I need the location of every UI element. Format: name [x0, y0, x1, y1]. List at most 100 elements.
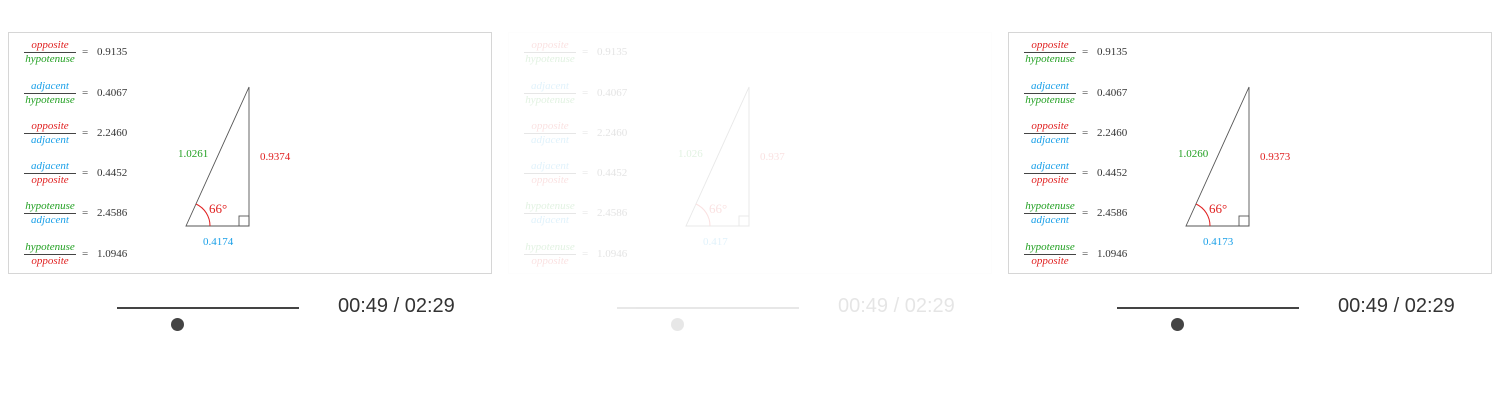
triangle-shape [1185, 86, 1250, 227]
ratio-denominator: adjacent [531, 214, 569, 226]
equals-sign: = [1082, 207, 1089, 219]
right-triangle-diagram: 66° 1.0260 0.9373 0.4173 [1178, 86, 1291, 248]
opposite-length: 0.9373 [1260, 151, 1291, 163]
equals-sign: = [1082, 248, 1089, 260]
equals-sign: = [582, 46, 589, 58]
ratio-denominator: opposite [31, 174, 69, 186]
hypotenuse-length: 1.026 [678, 148, 703, 160]
ratio-numerator: adjacent [524, 80, 576, 94]
time-display: 00:49 / 02:29 [1338, 295, 1455, 317]
ratio-value: 0.4067 [1097, 87, 1128, 99]
equals-sign: = [1082, 167, 1089, 179]
angle-label: 66° [209, 201, 227, 216]
angle-arc [695, 203, 711, 227]
ratio-numerator: opposite [24, 120, 76, 134]
ratio-value: 0.9135 [597, 46, 628, 58]
ratio-denominator: hypotenuse [525, 94, 575, 106]
ratio-value: 2.2460 [1097, 127, 1128, 139]
right-angle-marker [738, 215, 750, 227]
angle-arc [1195, 203, 1211, 227]
equals-sign: = [582, 167, 589, 179]
equals-sign: = [582, 207, 589, 219]
angle-arc [195, 203, 211, 227]
trig-ratio-panel: opposite hypotenuse = 0.9135 adjacent hypo… [1008, 32, 1492, 274]
ratio-numerator: opposite [524, 120, 576, 134]
ratio-denominator: hypotenuse [525, 53, 575, 65]
ratio-numerator: hypotenuse [24, 241, 76, 255]
adjacent-length: 0.417 [703, 236, 728, 248]
video-player-controls-faded: 00:49 / 02:29 [508, 290, 992, 331]
ratio-value: 1.0946 [97, 248, 128, 260]
ratio-denominator: adjacent [531, 134, 569, 146]
ratio-numerator: opposite [1024, 120, 1076, 134]
opposite-length: 0.937 [760, 151, 785, 163]
ratio-denominator: hypotenuse [25, 94, 75, 106]
ratio-value: 2.4586 [1097, 207, 1128, 219]
equals-sign: = [582, 127, 589, 139]
seek-thumb[interactable] [671, 318, 685, 331]
equals-sign: = [582, 87, 589, 99]
seek-bar[interactable] [1117, 307, 1299, 331]
ratio-value: 2.2460 [597, 127, 628, 139]
ratio-numerator: adjacent [1024, 160, 1076, 174]
ratio-value: 0.4452 [597, 167, 628, 179]
ratio-value: 0.4067 [97, 87, 128, 99]
ratio-value: 1.0946 [1097, 248, 1128, 260]
seek-bar[interactable] [617, 307, 799, 331]
opposite-length: 0.9374 [260, 151, 291, 163]
equals-sign: = [82, 46, 89, 58]
ratio-denominator: opposite [31, 255, 69, 267]
ratio-numerator: opposite [1024, 39, 1076, 53]
ratio-denominator: hypotenuse [25, 53, 75, 65]
equals-sign: = [82, 167, 89, 179]
ratio-denominator: opposite [531, 255, 569, 267]
trig-ratio-panel: opposite hypotenuse = 0.9135 adjacent hypo… [8, 32, 492, 274]
seek-thumb[interactable] [171, 318, 185, 331]
ratio-denominator: adjacent [31, 214, 69, 226]
ratio-value: 1.0946 [597, 248, 628, 260]
ratio-denominator: adjacent [31, 134, 69, 146]
equals-sign: = [82, 248, 89, 260]
hypotenuse-length: 1.0261 [178, 148, 208, 160]
ratio-numerator: hypotenuse [1024, 200, 1076, 214]
equals-sign: = [82, 207, 89, 219]
angle-label: 66° [709, 201, 727, 216]
equals-sign: = [1082, 46, 1089, 58]
ratio-value: 2.4586 [597, 207, 628, 219]
seek-thumb[interactable] [1171, 318, 1185, 331]
ratio-denominator: opposite [531, 174, 569, 186]
ratio-denominator: hypotenuse [1025, 53, 1075, 65]
ratio-numerator: hypotenuse [24, 200, 76, 214]
ratio-value: 2.2460 [97, 127, 128, 139]
adjacent-length: 0.4174 [203, 236, 234, 248]
ratio-value: 2.4586 [97, 207, 128, 219]
ratio-value: 0.9135 [1097, 46, 1128, 58]
ratio-numerator: hypotenuse [524, 241, 576, 255]
seek-bar[interactable] [117, 307, 299, 331]
ratio-value: 0.4067 [597, 87, 628, 99]
time-display: 00:49 / 02:29 [838, 295, 955, 317]
ratio-denominator: hypotenuse [1025, 94, 1075, 106]
angle-label: 66° [1209, 201, 1227, 216]
video-player-controls: 00:49 / 02:29 [1008, 290, 1492, 331]
equals-sign: = [582, 248, 589, 260]
triangle-shape [685, 86, 750, 227]
video-player-controls: 00:49 / 02:29 [8, 290, 492, 331]
right-triangle-diagram: 66° 1.0261 0.9374 0.4174 [178, 86, 291, 248]
ratio-value: 0.9135 [97, 46, 128, 58]
equals-sign: = [1082, 127, 1089, 139]
right-angle-marker [238, 215, 250, 227]
ratio-denominator: adjacent [1031, 134, 1069, 146]
ratio-value: 0.4452 [97, 167, 128, 179]
time-display: 00:49 / 02:29 [338, 295, 455, 317]
adjacent-length: 0.4173 [1203, 236, 1234, 248]
ratio-numerator: opposite [24, 39, 76, 53]
ratio-numerator: adjacent [1024, 80, 1076, 94]
equals-sign: = [1082, 87, 1089, 99]
ratio-numerator: adjacent [24, 80, 76, 94]
equals-sign: = [82, 127, 89, 139]
ratio-numerator: opposite [524, 39, 576, 53]
ratio-numerator: hypotenuse [1024, 241, 1076, 255]
equals-sign: = [82, 87, 89, 99]
right-triangle-diagram: 66° 1.026 0.937 0.417 [678, 86, 785, 248]
